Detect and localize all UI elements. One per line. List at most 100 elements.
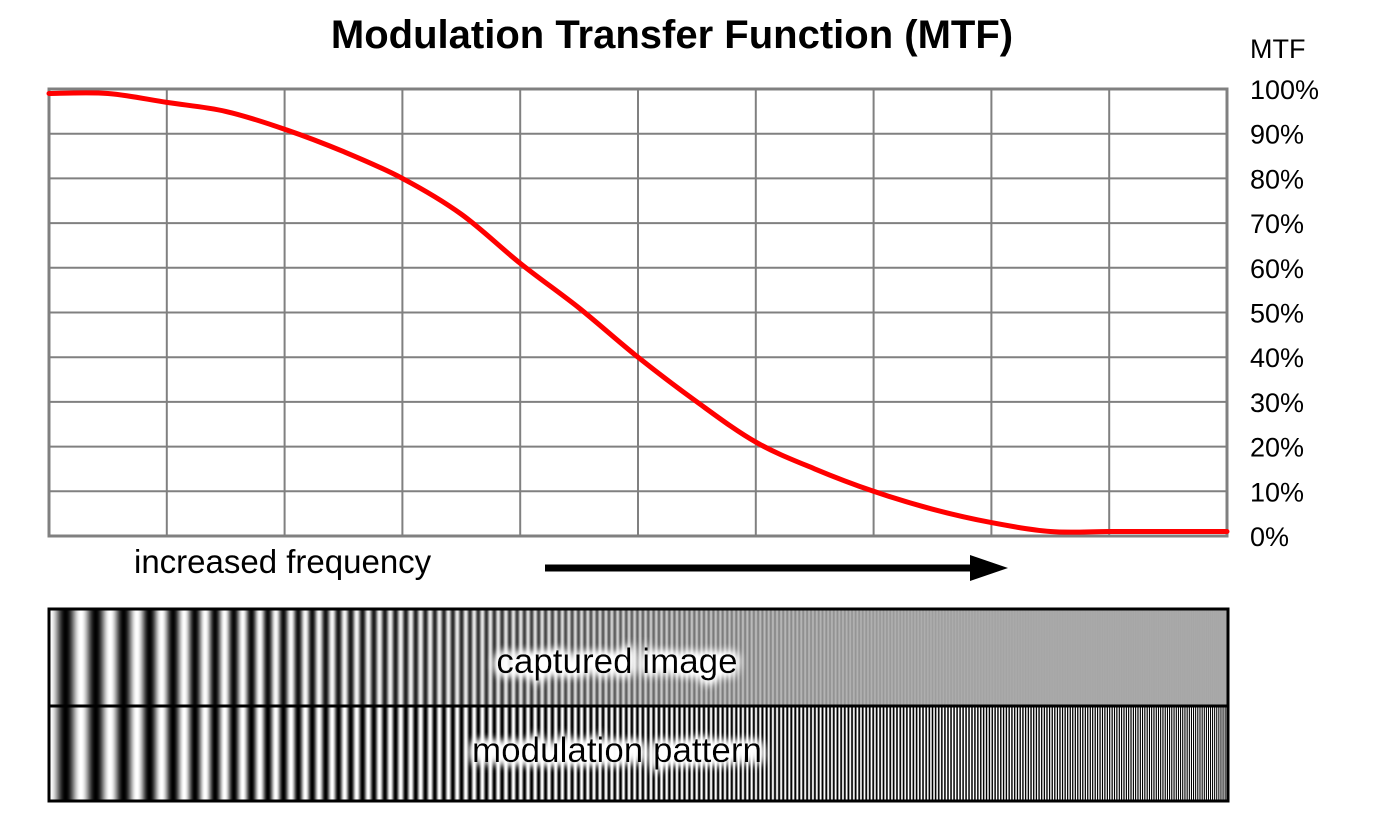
pattern-column [693, 609, 695, 706]
pattern-column [950, 706, 952, 800]
pattern-column [286, 609, 288, 706]
pattern-column [137, 706, 139, 800]
pattern-column [788, 609, 790, 706]
pattern-column [358, 706, 360, 800]
pattern-column [154, 706, 156, 800]
pattern-column [1050, 706, 1052, 800]
pattern-column [195, 706, 197, 800]
pattern-column [527, 609, 529, 706]
pattern-column [1170, 609, 1172, 706]
pattern-column [447, 609, 449, 706]
pattern-column [1014, 706, 1016, 800]
pattern-column [1015, 706, 1017, 800]
pattern-column [147, 609, 149, 706]
pattern-column [1209, 609, 1211, 706]
pattern-column [234, 706, 236, 800]
pattern-column [817, 706, 819, 800]
pattern-column [1093, 706, 1095, 800]
pattern-column [421, 706, 423, 800]
pattern-column [1087, 609, 1089, 706]
pattern-column [114, 609, 116, 706]
pattern-column [622, 609, 624, 706]
pattern-column [1122, 609, 1124, 706]
pattern-column [492, 609, 494, 706]
pattern-column [1123, 706, 1125, 800]
pattern-column [674, 609, 676, 706]
pattern-column [99, 706, 101, 800]
pattern-column [727, 706, 729, 800]
pattern-column [571, 706, 573, 800]
pattern-column [826, 609, 828, 706]
pattern-column [489, 609, 491, 706]
pattern-column [911, 609, 913, 706]
pattern-column [740, 706, 742, 800]
pattern-column [536, 706, 538, 800]
pattern-column [963, 609, 965, 706]
pattern-column [883, 706, 885, 800]
pattern-column [201, 706, 203, 800]
pattern-column [483, 609, 485, 706]
pattern-column [779, 609, 781, 706]
pattern-column [71, 609, 73, 706]
pattern-column [890, 609, 892, 706]
pattern-column [662, 609, 664, 706]
pattern-column [1008, 609, 1010, 706]
pattern-column [241, 609, 243, 706]
pattern-column [1168, 706, 1170, 800]
pattern-column [960, 609, 962, 706]
pattern-column [420, 706, 422, 800]
pattern-column [742, 609, 744, 706]
pattern-column [163, 609, 165, 706]
pattern-column [587, 706, 589, 800]
pattern-column [130, 609, 132, 706]
pattern-column [787, 609, 789, 706]
pattern-column [172, 609, 174, 706]
pattern-column [1214, 609, 1216, 706]
pattern-column [989, 609, 991, 706]
pattern-column [162, 609, 164, 706]
pattern-column [1195, 609, 1197, 706]
pattern-column [194, 706, 196, 800]
pattern-column [283, 706, 285, 800]
pattern-column [153, 706, 155, 800]
y-tick-label: 30% [1250, 388, 1304, 418]
pattern-column [90, 706, 92, 800]
pattern-column [376, 706, 378, 800]
pattern-column [58, 609, 60, 706]
pattern-column [543, 706, 545, 800]
pattern-column [318, 609, 320, 706]
pattern-column [168, 609, 170, 706]
pattern-column [1203, 609, 1205, 706]
pattern-column [926, 706, 928, 800]
pattern-column [762, 706, 764, 800]
pattern-column [230, 706, 232, 800]
pattern-column [78, 706, 80, 800]
pattern-column [335, 609, 337, 706]
pattern-column [736, 609, 738, 706]
pattern-column [236, 609, 238, 706]
pattern-column [1218, 609, 1220, 706]
pattern-column [795, 706, 797, 800]
pattern-column [325, 706, 327, 800]
pattern-column [902, 706, 904, 800]
pattern-column [288, 706, 290, 800]
pattern-column [424, 609, 426, 706]
pattern-column [366, 706, 368, 800]
pattern-column [56, 609, 58, 706]
pattern-column [460, 706, 462, 800]
pattern-column [1003, 609, 1005, 706]
pattern-column [66, 706, 68, 800]
pattern-column [564, 609, 566, 706]
pattern-column [741, 706, 743, 800]
pattern-column [824, 706, 826, 800]
pattern-column [714, 609, 716, 706]
pattern-column [650, 609, 652, 706]
pattern-column [982, 609, 984, 706]
pattern-column [1050, 609, 1052, 706]
pattern-column [1135, 706, 1137, 800]
pattern-column [255, 706, 257, 800]
pattern-column [963, 706, 965, 800]
pattern-column [828, 706, 830, 800]
pattern-column [687, 609, 689, 706]
pattern-column [312, 609, 314, 706]
